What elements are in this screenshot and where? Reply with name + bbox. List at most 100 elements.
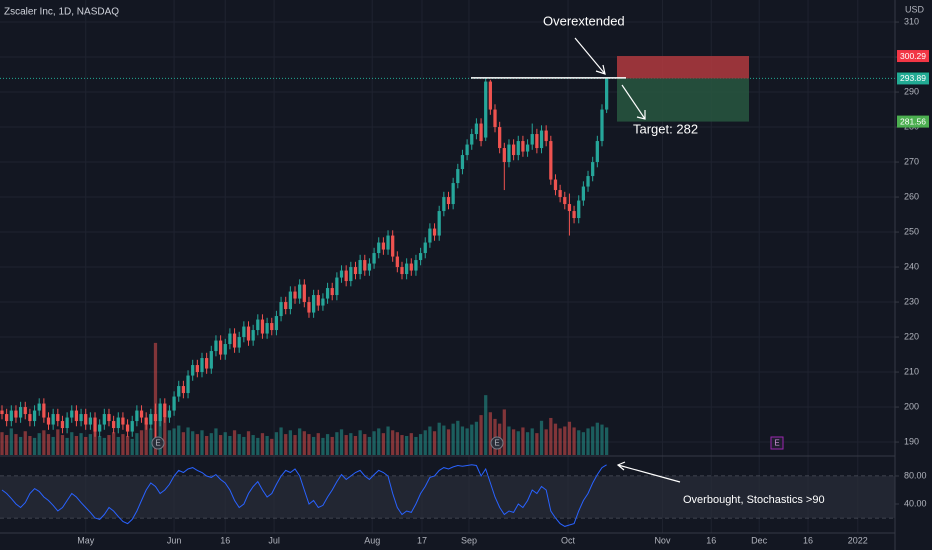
- y-tick-label: 40.00: [904, 498, 927, 508]
- y-tick-label: 210: [904, 366, 919, 376]
- volume-bar: [84, 436, 88, 455]
- y-tick-label: 260: [904, 191, 919, 201]
- candle-body: [335, 277, 339, 296]
- volume-bar: [37, 433, 41, 455]
- x-tick-label: Nov: [654, 535, 671, 545]
- candle-body: [51, 414, 55, 425]
- candle-body: [9, 410, 13, 422]
- candle-body: [60, 421, 65, 429]
- volume-bar: [232, 430, 237, 455]
- candle-body: [493, 109, 497, 128]
- candle-body: [74, 410, 79, 422]
- x-tick-label: Jun: [167, 535, 182, 545]
- candle-body: [14, 410, 18, 418]
- candle-body: [205, 358, 209, 369]
- candle-body: [567, 204, 572, 212]
- candle-body: [386, 235, 390, 250]
- volume-bar: [391, 430, 395, 455]
- volume-bar: [595, 422, 599, 455]
- candle-body: [56, 414, 60, 422]
- candle-body: [111, 421, 116, 429]
- candle-body: [200, 358, 204, 373]
- candle-body: [442, 197, 446, 212]
- candle-body: [237, 337, 241, 348]
- volume-bar: [465, 428, 469, 455]
- volume-bar: [125, 436, 130, 455]
- annotation: Target: 282: [633, 121, 698, 136]
- candle-body: [70, 410, 74, 418]
- volume-bar: [363, 434, 367, 455]
- price-tag: [897, 115, 929, 128]
- volume-bar: [335, 432, 339, 455]
- volume-bar: [470, 424, 474, 455]
- price-tag-label: 293.89: [900, 73, 926, 83]
- volume-bar: [423, 430, 427, 455]
- y-tick-label: 80.00: [904, 470, 927, 480]
- volume-bar: [581, 432, 586, 455]
- candle-body: [144, 417, 148, 425]
- annotation: Overextended: [543, 13, 625, 28]
- candle-body: [344, 270, 348, 282]
- candle-body: [316, 295, 320, 306]
- candle-body: [474, 123, 479, 135]
- y-tick-label: 240: [904, 261, 919, 271]
- candle-body: [242, 326, 246, 338]
- candle-body: [0, 410, 4, 415]
- candle-body: [37, 403, 41, 411]
- candle-body: [395, 256, 399, 268]
- candle-body: [121, 417, 125, 425]
- candle-body: [339, 270, 344, 278]
- volume-bar: [9, 428, 13, 455]
- candle-body: [577, 200, 581, 219]
- volume-bar: [130, 438, 134, 455]
- y-tick-label: 200: [904, 401, 919, 411]
- y-tick-label: 230: [904, 296, 919, 306]
- arrow: [574, 37, 606, 75]
- volume-bar: [284, 434, 288, 455]
- volume-bar: [18, 436, 23, 455]
- candle-body: [353, 267, 358, 275]
- volume-bar: [60, 435, 65, 455]
- price-axis: 1902002102202302402502602702802903003108…: [895, 16, 929, 508]
- candle-body: [274, 316, 279, 331]
- earnings-marker: [770, 436, 784, 450]
- candle-body: [302, 284, 306, 303]
- volume-bar: [553, 423, 558, 455]
- x-tick-label: Jul: [268, 535, 280, 545]
- volume-bar: [74, 436, 79, 455]
- candle-body: [293, 291, 297, 299]
- candle-body: [46, 417, 51, 425]
- candle-body: [460, 155, 465, 170]
- volume-bar: [242, 436, 246, 455]
- candle-body: [349, 267, 353, 282]
- volume-bar: [484, 395, 488, 455]
- candle-body: [186, 375, 190, 394]
- candle-body: [130, 421, 134, 432]
- candle-body: [558, 190, 562, 198]
- candle-body: [484, 81, 488, 138]
- volume-bar: [591, 426, 595, 455]
- candle-body: [451, 183, 455, 205]
- candle-body: [284, 302, 288, 310]
- volume-bar: [586, 428, 590, 455]
- candles: [0, 77, 609, 439]
- candle-body: [372, 253, 376, 264]
- candle-body: [595, 141, 599, 163]
- volume-bar: [395, 432, 399, 455]
- volume-bar: [558, 428, 562, 455]
- volume-bar: [460, 426, 465, 455]
- x-tick-label: Sep: [461, 535, 477, 545]
- volume-bar: [111, 432, 116, 455]
- volume-bar: [163, 417, 167, 455]
- stochastic-band: [0, 475, 895, 519]
- candle-body: [465, 144, 469, 156]
- price-tag: [897, 72, 929, 85]
- volume-bar: [567, 421, 572, 455]
- earnings-label: E: [494, 439, 499, 448]
- volume-bar: [218, 435, 223, 455]
- price-tag: [897, 50, 929, 63]
- candle-body: [102, 414, 106, 425]
- volume-bar: [414, 436, 418, 455]
- candle-body: [377, 242, 381, 254]
